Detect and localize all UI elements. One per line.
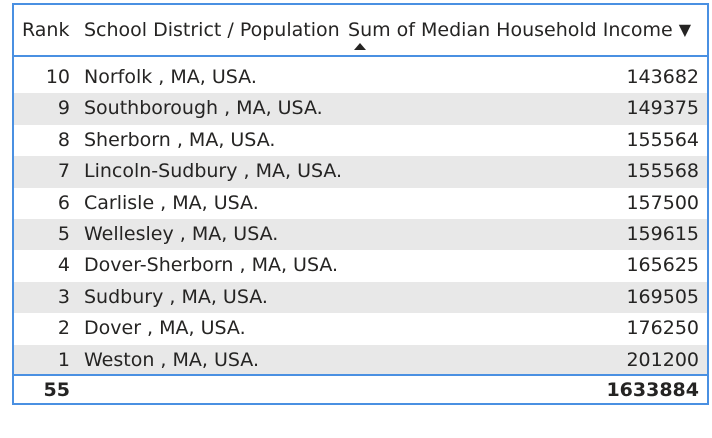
sort-descending-icon[interactable]: ▼ xyxy=(678,20,691,39)
rank-cell: 10 xyxy=(45,66,70,88)
table-row: 5 Wellesley , MA, USA. 159615 xyxy=(14,218,707,251)
district-cell: Lincoln-Sudbury , MA, USA. xyxy=(84,160,343,183)
income-cell: 157500 xyxy=(626,191,699,214)
table-body: 10 Norfolk , MA, USA. 143682 9 Southboro… xyxy=(14,62,707,376)
table-row: 8 Sherborn , MA, USA. 155564 xyxy=(14,125,707,156)
income-cell: 155568 xyxy=(626,160,699,183)
district-cell: Sudbury , MA, USA. xyxy=(84,285,268,308)
column-header-income-label: Sum of Median Household Income xyxy=(348,19,673,41)
total-row: 55 1633884 xyxy=(14,374,707,403)
rank-cell: 1 xyxy=(57,348,70,371)
rank-cell: 2 xyxy=(57,317,70,340)
district-cell: Wellesley , MA, USA. xyxy=(84,222,279,245)
district-cell: Dover-Sherborn , MA, USA. xyxy=(84,254,339,277)
rank-cell: 8 xyxy=(57,128,70,151)
table-header: Rank School District / Population Sum of… xyxy=(14,5,707,57)
income-cell: 176250 xyxy=(626,317,699,340)
rank-cell: 6 xyxy=(57,191,70,214)
table-row: 7 Lincoln-Sudbury , MA, USA. 155568 xyxy=(14,156,707,188)
column-header-income[interactable]: Sum of Median Household Income ▼ xyxy=(348,18,691,42)
district-cell: Southborough , MA, USA. xyxy=(84,97,323,120)
table-row: 3 Sudbury , MA, USA. 169505 xyxy=(14,281,707,314)
rank-cell: 9 xyxy=(57,97,70,120)
rank-cell: 5 xyxy=(57,222,70,245)
total-income: 1633884 xyxy=(606,379,699,401)
income-cell: 149375 xyxy=(626,97,699,120)
income-cell: 159615 xyxy=(626,222,699,245)
district-cell: Sherborn , MA, USA. xyxy=(84,128,276,151)
income-cell: 155564 xyxy=(626,128,699,151)
table-row: 10 Norfolk , MA, USA. 143682 xyxy=(14,62,707,93)
column-header-district[interactable]: School District / Population xyxy=(84,19,340,41)
table-row: 4 Dover-Sherborn , MA, USA. 165625 xyxy=(14,250,707,281)
income-cell: 165625 xyxy=(626,254,699,277)
rank-cell: 7 xyxy=(57,160,70,183)
district-cell: Norfolk , MA, USA. xyxy=(84,66,257,88)
total-rank: 55 xyxy=(43,379,70,401)
district-cell: Carlisle , MA, USA. xyxy=(84,191,259,214)
sort-indicator-icon[interactable] xyxy=(354,43,366,50)
district-cell: Weston , MA, USA. xyxy=(84,348,259,371)
income-cell: 169505 xyxy=(626,285,699,308)
table-row: 9 Southborough , MA, USA. 149375 xyxy=(14,93,707,125)
rank-cell: 4 xyxy=(57,254,70,277)
district-cell: Dover , MA, USA. xyxy=(84,317,246,340)
table-visual: Rank School District / Population Sum of… xyxy=(12,3,709,405)
column-header-rank[interactable]: Rank xyxy=(22,19,70,41)
table-row: 6 Carlisle , MA, USA. 157500 xyxy=(14,188,707,219)
income-cell: 143682 xyxy=(626,66,699,88)
rank-cell: 3 xyxy=(57,285,70,308)
income-cell: 201200 xyxy=(626,348,699,371)
table-row: 2 Dover , MA, USA. 176250 xyxy=(14,313,707,344)
table-row: 1 Weston , MA, USA. 201200 xyxy=(14,344,707,376)
